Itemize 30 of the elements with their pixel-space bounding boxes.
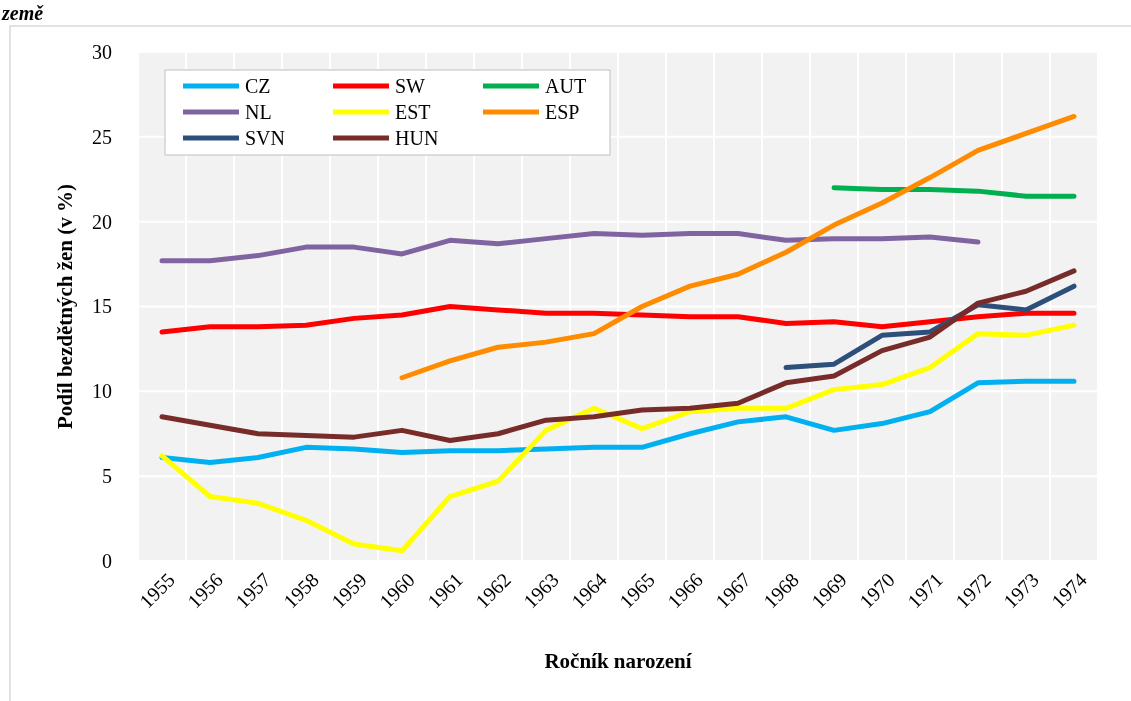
legend-label: SW — [395, 75, 426, 97]
y-tick-label: 15 — [92, 295, 112, 318]
x-tick-label: 1969 — [807, 568, 851, 613]
y-axis-title: Podíl bezdětných žen (v %) — [53, 184, 77, 429]
legend-label: EST — [395, 101, 431, 123]
y-tick-label: 30 — [92, 40, 112, 63]
x-tick-label: 1960 — [375, 568, 419, 613]
legend-label: SVN — [245, 127, 286, 149]
x-tick-label: 1973 — [999, 568, 1043, 613]
x-tick-label: 1958 — [279, 568, 323, 613]
y-tick-label: 20 — [92, 210, 112, 233]
legend-label: AUT — [545, 75, 587, 97]
x-tick-label: 1971 — [903, 568, 947, 613]
x-tick-label: 1959 — [327, 568, 371, 613]
legend-label: NL — [245, 101, 272, 123]
x-tick-label: 1961 — [423, 568, 467, 613]
legend-label: ESP — [545, 101, 580, 123]
y-tick-label: 0 — [102, 549, 112, 572]
legend-label: CZ — [245, 75, 271, 97]
x-tick-label: 1970 — [855, 568, 899, 613]
chart-title: země — [1, 2, 45, 24]
legend-label: HUN — [395, 127, 439, 149]
x-tick-label: 1962 — [471, 568, 515, 613]
x-tick-label: 1968 — [759, 568, 803, 613]
y-tick-label: 25 — [92, 125, 112, 148]
y-tick-label: 10 — [92, 380, 112, 403]
x-tick-label: 1972 — [951, 568, 995, 613]
x-tick-label: 1963 — [519, 568, 563, 613]
x-axis-title: Ročník narození — [544, 649, 693, 673]
y-tick-label: 5 — [102, 465, 112, 488]
